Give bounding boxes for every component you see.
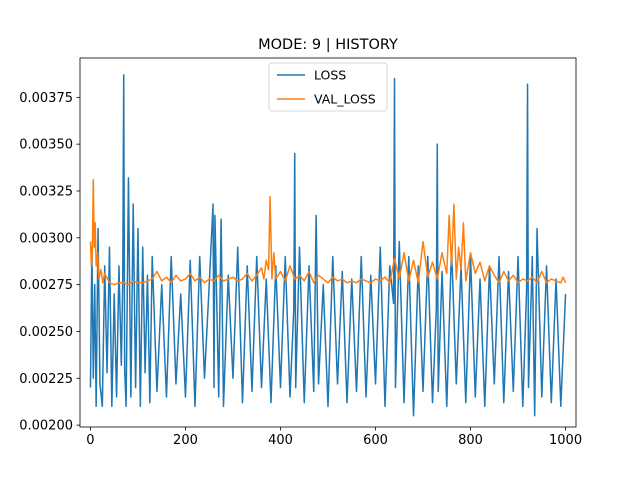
axes: 0 200 400 600 800 1000 0.00200 0.00225 0.00250 0.… — [19, 57, 582, 448]
y-tick-label: 0.00300 — [19, 231, 73, 246]
legend-label: LOSS — [314, 68, 346, 83]
axes-frame — [79, 57, 577, 428]
series-line-loss — [89, 74, 567, 417]
chart-title: MODE: 9 | HISTORY — [258, 37, 398, 53]
x-tick-label: 0 — [86, 433, 94, 448]
y-tick-label: 0.00250 — [19, 325, 73, 340]
y-tick-label: 0.00225 — [19, 372, 73, 387]
y-tick-label: 0.00325 — [19, 184, 73, 199]
y-tick-label: 0.00350 — [19, 138, 73, 153]
x-tick-label: 600 — [363, 433, 388, 448]
series-line-val-loss — [89, 179, 567, 286]
x-tick-label: 400 — [268, 433, 293, 448]
x-tick-label: 200 — [173, 433, 198, 448]
x-tick-label: 800 — [458, 433, 483, 448]
legend-label: VAL_LOSS — [314, 92, 376, 107]
x-tick-label: 1000 — [549, 433, 582, 448]
y-tick-label: 0.00375 — [19, 91, 73, 106]
y-tick-label: 0.00275 — [19, 278, 73, 293]
legend: LOSS VAL_LOSS — [268, 62, 388, 112]
plot-area — [89, 74, 567, 417]
y-tick-label: 0.00200 — [19, 419, 73, 434]
